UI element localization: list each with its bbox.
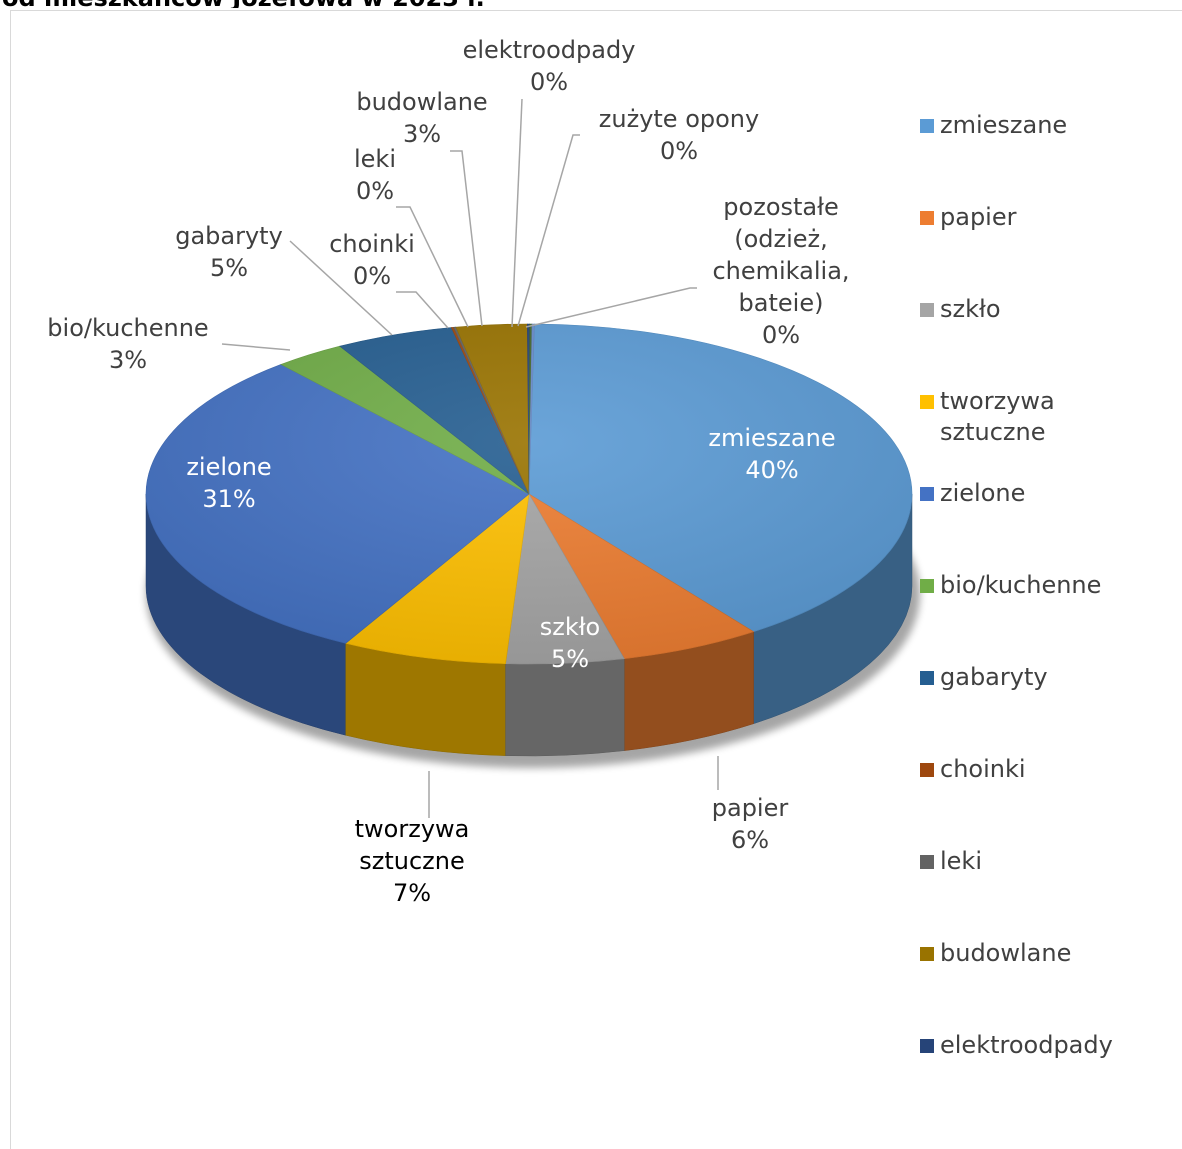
data-label-papier: papier 6% [712,794,789,854]
chart-area [10,10,1182,1149]
legend-swatch-zielone [920,487,934,501]
data-label-budowlane: budowlane 3% [356,88,487,148]
legend-item-szklo: szkło [920,295,1001,323]
legend-item-gabaryty: gabaryty [920,663,1048,691]
legend-item-leki: leki [920,847,982,875]
legend-label-szklo: szkło [940,295,1001,323]
legend-item-elektroodpady: elektroodpady [920,1031,1113,1059]
legend-item-papier: papier [920,203,1017,231]
legend-label-gabaryty: gabaryty [940,663,1048,691]
leader-line-zuzyte-opony [517,134,580,327]
legend-swatch-gabaryty [920,671,934,685]
data-label-zmieszane: zmieszane 40% [708,424,835,484]
legend-label-papier: papier [940,203,1017,231]
legend-label-zmieszane: zmieszane [940,111,1067,139]
legend-item-tworzywa-sztuczne: tworzywa sztuczne [920,387,1055,446]
legend-label-bio-kuchenne: bio/kuchenne [940,571,1101,599]
data-label-leki: leki 0% [354,145,396,205]
legend-swatch-choinki [920,763,934,777]
legend-swatch-leki [920,855,934,869]
data-label-choinki: choinki 0% [329,230,415,290]
legend-label-leki: leki [940,847,982,875]
legend-item-choinki: choinki [920,755,1026,783]
data-label-pozostale-odziez-chemikalia-bateie: pozostałe (odzież, chemikalia, bateie) 0% [712,193,849,349]
leader-line-budowlane [450,150,483,327]
legend-item-zmieszane: zmieszane [920,111,1067,139]
chart-title-container: od mieszkańców Jozefowa w 2023 r. [0,0,1182,8]
legend-label-elektroodpady: elektroodpady [940,1031,1113,1059]
leader-line-elektroodpady [511,98,523,328]
leader-line-gabaryty [289,240,393,336]
legend-item-budowlane: budowlane [920,939,1071,967]
legend-swatch-elektroodpady [920,1039,934,1053]
legend-item-bio-kuchenne: bio/kuchenne [920,571,1101,599]
legend-label-choinki: choinki [940,755,1026,783]
leader-line-bio-kuchenne [221,343,291,351]
leader-line-leki [396,206,469,328]
legend-label-zielone: zielone [940,479,1025,507]
data-label-bio-kuchenne: bio/kuchenne 3% [47,314,208,374]
legend-label-budowlane: budowlane [940,939,1071,967]
leader-line-pozostale-odziez-chemikalia-bateie [525,287,697,328]
data-label-tworzywa-sztuczne: tworzywa sztuczne 7% [355,815,470,907]
chart-title: od mieszkańców Jozefowa w 2023 r. [2,0,485,8]
legend-swatch-papier [920,211,934,225]
data-label-zuzyte-opony: zużyte opony 0% [599,105,759,165]
legend-swatch-bio-kuchenne [920,579,934,593]
data-label-szklo: szkło 5% [540,613,601,673]
pie-side-szklo [505,658,625,757]
data-label-gabaryty: gabaryty 5% [175,222,283,282]
legend-swatch-szklo [920,303,934,317]
legend-label-tworzywa-sztuczne: tworzywa sztuczne [940,387,1055,446]
legend-swatch-tworzywa-sztuczne [920,395,934,409]
data-label-elektroodpady: elektroodpady 0% [463,36,636,96]
data-label-zielone: zielone 31% [186,453,271,513]
legend-item-zielone: zielone [920,479,1025,507]
leader-line-choinki [396,291,449,329]
legend-swatch-budowlane [920,947,934,961]
legend-swatch-zmieszane [920,119,934,133]
